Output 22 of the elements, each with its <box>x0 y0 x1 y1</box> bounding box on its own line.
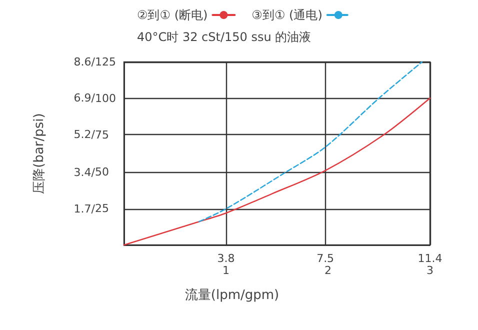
chart-title: 40°C时 32 cSt/150 ssu 的油液 <box>137 30 312 44</box>
y2-tick-label: 25 <box>95 202 109 215</box>
y2-tick-label: 75 <box>95 128 109 142</box>
y-axis-title: 压降(bar/psi) <box>32 113 47 194</box>
line-series <box>198 61 423 222</box>
y2-tick-label: 50 <box>95 165 109 178</box>
x2-tick-label: 2 <box>324 264 332 277</box>
y-tick-label: 3.4/ <box>74 166 96 180</box>
y-tick-label: 5.2/ <box>74 128 96 141</box>
y-tick-label: 6.9/ <box>74 92 96 105</box>
y2-tick-label: 100 <box>95 92 116 106</box>
legend-label: ②到① (断电) <box>136 8 208 22</box>
legend-label: ③到① (通电) <box>252 8 322 22</box>
y-tick-label: 8.6/ <box>74 56 96 68</box>
x-tick-label: 11.4 <box>418 252 442 265</box>
x-axis-title: 流量(lpm/gpm) <box>184 287 280 303</box>
x2-tick-label: 1 <box>222 264 230 277</box>
x-tick-label: 7.5 <box>316 252 334 265</box>
y2-tick-label: 125 <box>95 56 116 68</box>
x-tick-label: 3.8 <box>217 252 235 265</box>
x2-tick-label: 3 <box>426 264 434 277</box>
y-tick-label: 1.7/ <box>74 202 96 216</box>
